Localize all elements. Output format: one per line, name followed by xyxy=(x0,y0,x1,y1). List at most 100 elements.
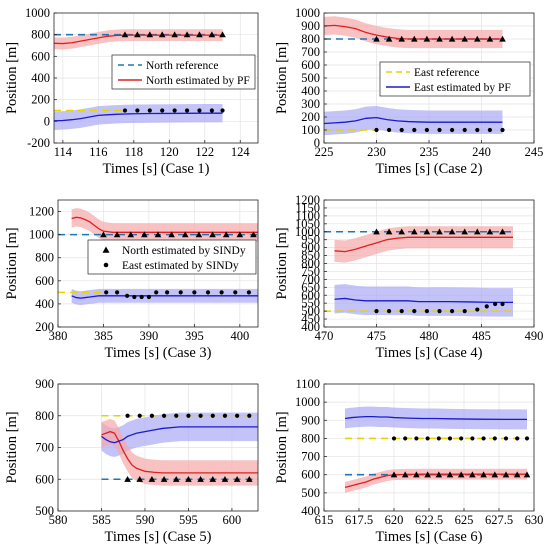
y-tick-label: 850 xyxy=(301,249,320,263)
x-axis-label: Times [s] (Case 1) xyxy=(102,161,209,177)
sindy-north-marker xyxy=(221,475,229,482)
sindy-east-marker xyxy=(374,309,379,314)
x-tick-label: 485 xyxy=(472,329,491,343)
uncertainty-band-east xyxy=(54,104,223,130)
sindy-east-marker xyxy=(425,436,430,441)
sindy-north-marker xyxy=(523,471,531,478)
sindy-north-marker xyxy=(146,31,154,38)
x-axis-label: Times [s] (Case 4) xyxy=(375,345,482,361)
sindy-north-marker xyxy=(196,31,203,38)
sindy-north-marker xyxy=(183,31,191,38)
y-tick-label: 500 xyxy=(301,71,320,85)
uncertainty-band-north xyxy=(324,16,503,49)
sindy-north-marker xyxy=(385,35,393,42)
sindy-north-marker xyxy=(222,231,230,238)
sindy-east-marker xyxy=(403,436,408,441)
x-tick-label: 580 xyxy=(49,513,68,527)
sindy-east-marker xyxy=(137,413,142,418)
uncertainty-band-north xyxy=(54,29,223,50)
y-tick-label: 800 xyxy=(31,28,50,42)
y-tick-label: 800 xyxy=(301,32,320,46)
y-tick-label: 0 xyxy=(44,114,50,128)
legend-box xyxy=(87,239,257,275)
sindy-east-marker xyxy=(146,294,152,300)
sindy-north-marker xyxy=(461,228,468,235)
sindy-east-marker xyxy=(186,413,191,418)
sindy-north-marker xyxy=(436,228,443,235)
sindy-east-marker xyxy=(414,436,419,441)
y-tick-label: 800 xyxy=(35,251,54,265)
y-axis-label: Position [m] xyxy=(4,411,20,483)
sindy-north-marker xyxy=(100,231,107,238)
sindy-east-marker xyxy=(154,290,159,295)
uncertainty-band-north xyxy=(71,208,258,242)
sindy-east-marker xyxy=(515,436,520,441)
sindy-east-marker xyxy=(125,413,130,418)
sindy-north-marker xyxy=(448,228,456,235)
x-tick-label: 625 xyxy=(455,513,474,527)
x-tick-label: 395 xyxy=(185,329,204,343)
legend-label: East estimated by SINDy xyxy=(122,260,239,272)
plot-area xyxy=(344,406,531,493)
sindy-east-marker xyxy=(470,436,475,441)
axes-box xyxy=(57,199,259,328)
y-tick-label: 1000 xyxy=(295,6,320,20)
x-tick-label: 116 xyxy=(89,145,107,159)
sindy-east-marker xyxy=(135,108,140,113)
sindy-north-marker xyxy=(474,35,481,42)
sindy-north-marker xyxy=(448,35,456,42)
sindy-east-marker xyxy=(205,290,211,295)
sindy-north-marker xyxy=(513,471,521,478)
sindy-east-marker xyxy=(475,307,480,312)
legend-label: North estimated by PF xyxy=(146,75,250,87)
sindy-east-marker xyxy=(500,127,505,133)
y-tick-label: 600 xyxy=(35,274,54,288)
sindy-east-marker xyxy=(184,108,190,113)
sindy-east-marker xyxy=(503,436,509,441)
sindy-east-marker xyxy=(374,127,379,133)
sindy-north-marker xyxy=(250,231,257,238)
uncertainty-band-east xyxy=(324,105,503,136)
sindy-east-marker xyxy=(437,127,442,133)
sindy-north-marker xyxy=(480,471,487,478)
sindy-east-marker xyxy=(487,127,492,133)
east-pf-line xyxy=(334,297,513,304)
x-tick-label: 400 xyxy=(230,329,249,343)
chart-panel-4: 470 475 480 485 490 4004505005506006507007508… xyxy=(274,193,543,361)
x-axis-label: Times [s] (Case 5) xyxy=(104,529,211,545)
chart-panel-2: 225 230 235 240 245 0100200300400500600700800… xyxy=(274,6,543,177)
plot-area xyxy=(58,208,258,306)
sindy-east-marker xyxy=(235,413,240,418)
y-axis-label: Position [m] xyxy=(274,227,290,299)
y-tick-label: 600 xyxy=(301,288,320,302)
x-tick-label: 122 xyxy=(195,145,214,159)
legend-label: East estimated by PF xyxy=(414,82,511,94)
sindy-east-marker xyxy=(246,290,252,295)
y-tick-label: 1100 xyxy=(295,209,320,223)
y-tick-label: -200 xyxy=(27,136,50,150)
sindy-north-marker xyxy=(413,471,420,478)
sindy-north-marker xyxy=(233,475,241,482)
sindy-north-marker xyxy=(411,35,418,42)
legend-box xyxy=(111,54,256,90)
y-tick-label: 600 xyxy=(301,468,320,482)
sindy-north-marker xyxy=(197,475,204,482)
legend-box xyxy=(379,61,531,97)
sindy-east-marker xyxy=(114,290,120,295)
y-tick-label: 400 xyxy=(301,84,320,98)
sindy-east-marker xyxy=(462,309,467,314)
sindy-east-marker xyxy=(391,436,397,441)
y-tick-label: 500 xyxy=(301,486,320,500)
legend-symbol xyxy=(103,262,109,268)
sindy-east-marker xyxy=(424,309,429,314)
y-tick-label: 600 xyxy=(301,58,320,72)
y-tick-label: 1000 xyxy=(29,228,54,242)
sindy-east-marker xyxy=(220,108,225,113)
sindy-north-marker xyxy=(185,475,192,482)
x-tick-label: 120 xyxy=(160,145,179,159)
x-axis-label: Times [s] (Case 2) xyxy=(375,161,482,177)
sindy-north-marker xyxy=(373,228,380,235)
y-tick-label: 900 xyxy=(301,413,320,427)
y-tick-label: 1000 xyxy=(295,225,320,239)
x-tick-label: 585 xyxy=(92,513,111,527)
